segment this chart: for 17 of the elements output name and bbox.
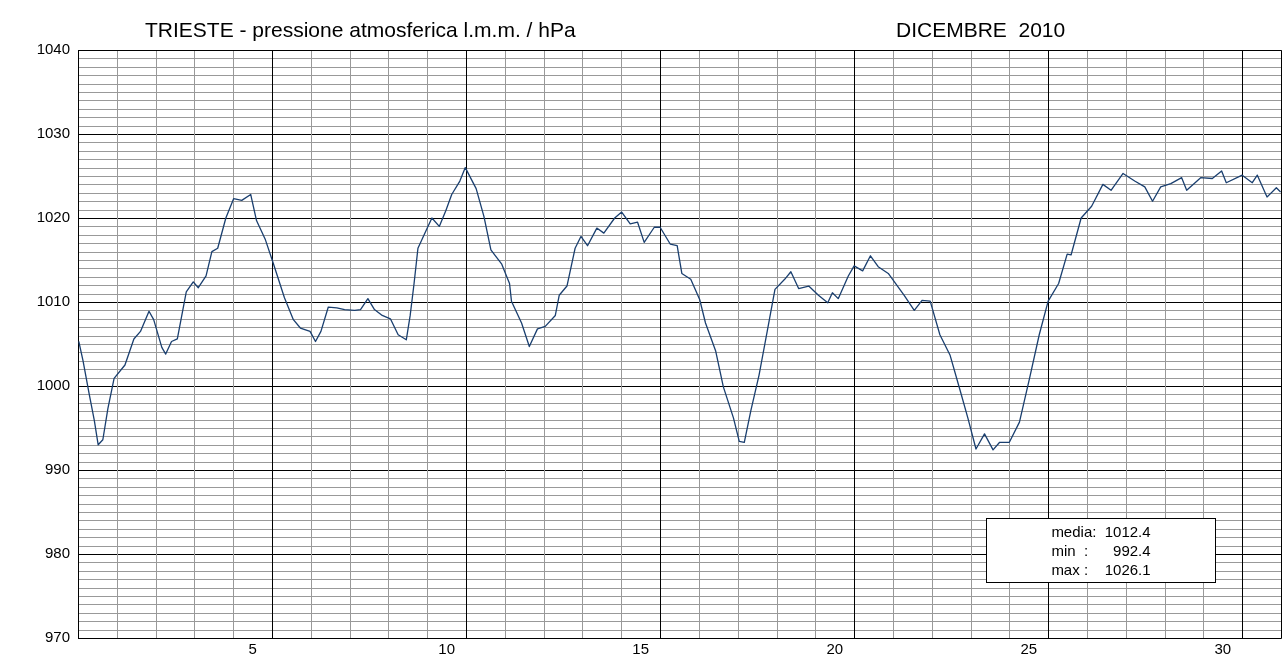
x-tick-label: 20 [826, 640, 844, 658]
x-tick-label: 30 [1214, 640, 1232, 658]
y-tick-label: 1030 [36, 124, 70, 142]
chart-subtitle: DICEMBRE 2010 [896, 18, 1066, 42]
y-tick-label: 1020 [36, 208, 70, 226]
y-tick-label: 1000 [36, 376, 70, 394]
x-tick-label: 25 [1020, 640, 1038, 658]
chart-title: TRIESTE - pressione atmosferica l.m.m. / hPa [145, 18, 576, 42]
y-tick-label: 1040 [36, 40, 70, 58]
stats-box: media: 1012.4 min : 992.4 max : 1026.1 [986, 518, 1216, 583]
y-tick-label: 980 [44, 544, 70, 562]
y-tick-label: 990 [44, 460, 70, 478]
x-tick-label: 15 [632, 640, 650, 658]
x-tick-label: 10 [438, 640, 456, 658]
y-tick-label: 970 [44, 628, 70, 646]
y-tick-label: 1010 [36, 292, 70, 310]
x-tick-label: 5 [248, 640, 257, 658]
